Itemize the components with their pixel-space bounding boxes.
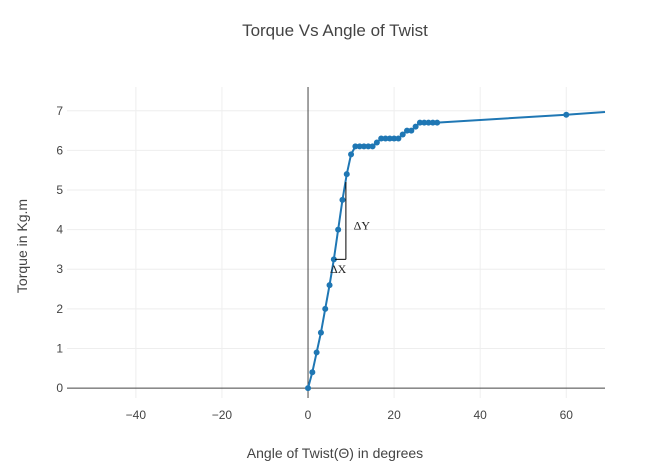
data-point: [305, 385, 312, 392]
data-point: [339, 196, 346, 203]
x-tick-label: −20: [212, 408, 233, 422]
data-point: [391, 135, 398, 142]
y-tick-label: 0: [56, 381, 63, 395]
y-tick-label: 7: [56, 104, 63, 118]
data-point: [395, 135, 402, 142]
x-tick-label: 20: [387, 408, 401, 422]
data-point: [563, 111, 570, 118]
data-point: [369, 143, 376, 150]
x-tick-label: 40: [474, 408, 488, 422]
data-point: [425, 119, 432, 126]
data-point: [416, 119, 423, 126]
data-point: [313, 349, 320, 356]
data-point: [335, 226, 342, 233]
data-point: [429, 119, 436, 126]
data-point: [378, 135, 385, 142]
series-layer: [305, 110, 606, 392]
delta-y-label: ΔY: [354, 219, 371, 233]
data-point: [317, 329, 324, 336]
data-point: [399, 131, 406, 138]
y-tick-label: 5: [56, 183, 63, 197]
x-tick-label: −40: [126, 408, 147, 422]
data-point: [309, 369, 316, 376]
data-point: [352, 143, 359, 150]
data-point: [434, 119, 441, 126]
data-point: [373, 139, 380, 146]
y-tick-label: 4: [56, 223, 63, 237]
data-point: [408, 127, 415, 134]
data-point: [330, 256, 337, 263]
y-tick-label: 1: [56, 341, 63, 355]
x-axis-title: Angle of Twist(Θ) in degrees: [247, 445, 423, 461]
y-axis-title: Torque in Kg.m: [14, 199, 30, 293]
data-point: [412, 123, 419, 130]
data-point: [382, 135, 389, 142]
data-point: [365, 143, 372, 150]
data-point: [356, 143, 363, 150]
data-point: [386, 135, 393, 142]
data-point: [348, 151, 355, 158]
chart-title: Torque Vs Angle of Twist: [242, 21, 428, 40]
y-tick-label: 3: [56, 262, 63, 276]
y-tick-label: 2: [56, 302, 63, 316]
data-point: [421, 119, 428, 126]
data-point: [343, 171, 350, 178]
x-tick-label: 60: [560, 408, 574, 422]
data-point: [322, 305, 329, 312]
x-tick-label: 0: [305, 408, 312, 422]
delta-x-label: ΔX: [330, 262, 347, 276]
axes: −40 −20 0 20 40 60 0 1 2 3 4 5 6 7: [56, 87, 605, 422]
data-point: [360, 143, 367, 150]
y-tick-label: 6: [56, 143, 63, 157]
data-point: [404, 127, 411, 134]
annotations: ΔY ΔX: [330, 182, 370, 276]
data-point: [326, 282, 333, 289]
